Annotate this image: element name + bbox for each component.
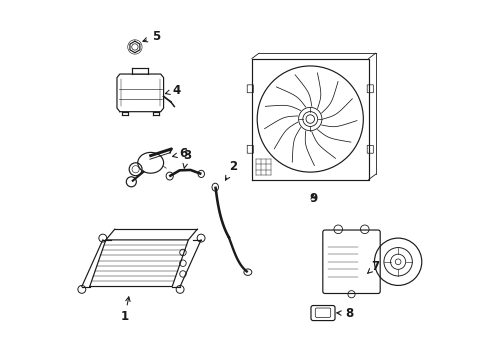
- Text: 5: 5: [143, 30, 160, 43]
- Text: 6: 6: [172, 147, 188, 160]
- Text: 1: 1: [121, 297, 130, 324]
- Text: 2: 2: [225, 160, 238, 180]
- Text: 4: 4: [166, 84, 180, 97]
- Text: 9: 9: [309, 192, 317, 205]
- Text: 3: 3: [183, 149, 191, 168]
- Text: 8: 8: [337, 307, 353, 320]
- Text: 7: 7: [368, 260, 379, 273]
